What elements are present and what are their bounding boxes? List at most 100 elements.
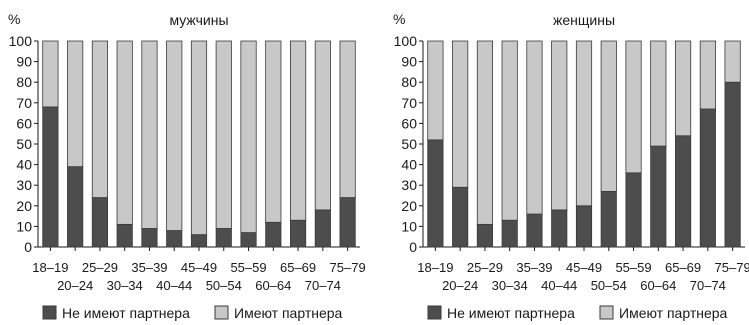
y-tick-label: 30 — [16, 177, 32, 193]
x-tick-label: 50–54 — [591, 278, 627, 293]
bar-has-partner — [190, 40, 208, 236]
bar-has-partner — [289, 40, 307, 221]
x-tick-label: 60–64 — [255, 278, 291, 293]
bar-has-partner — [166, 40, 183, 231]
bar-no-partner — [427, 139, 444, 248]
bar-no-partner — [526, 213, 543, 248]
bar-has-partner — [650, 40, 667, 147]
x-tick-label: 18–19 — [32, 260, 68, 275]
x-tick-label: 30–34 — [107, 278, 143, 293]
bar-no-partner — [724, 81, 741, 248]
bar-has-partner — [575, 40, 593, 207]
bar-no-partner — [501, 219, 518, 248]
x-tick-label: 40–44 — [541, 278, 577, 293]
y-axis-label: % — [8, 11, 20, 27]
y-tick-label: 50 — [401, 136, 417, 152]
x-tick-label: 25–29 — [467, 260, 503, 275]
bar-no-partner — [116, 223, 133, 248]
bar-has-partner — [265, 40, 282, 223]
chart-title: женщины — [553, 12, 615, 28]
bar-no-partner — [240, 232, 257, 248]
y-tick-label: 80 — [401, 74, 417, 90]
x-tick-label: 40–44 — [156, 278, 192, 293]
bar-no-partner — [314, 209, 331, 248]
bar-has-partner — [67, 40, 84, 168]
y-tick-label: 20 — [16, 198, 32, 214]
y-tick-label: 0 — [24, 239, 32, 255]
bar-has-partner — [91, 40, 109, 198]
legend-swatch — [42, 305, 57, 320]
legend-label: Не имеют партнера — [447, 305, 575, 321]
bar-has-partner — [724, 40, 741, 83]
x-tick-label: 55–59 — [230, 260, 266, 275]
x-tick-label: 70–74 — [690, 278, 726, 293]
bar-no-partner — [625, 172, 642, 248]
bar-has-partner — [551, 40, 568, 211]
x-tick-label: 35–39 — [516, 260, 552, 275]
legend-label: Имеют партнера — [619, 305, 728, 321]
legend: Не имеют партнера Имеют партнера — [427, 305, 728, 321]
y-tick-label: 40 — [16, 157, 32, 173]
bar-no-partner — [67, 166, 84, 248]
bar-has-partner — [625, 40, 642, 174]
x-tick-label: 35–39 — [131, 260, 167, 275]
bar-has-partner — [141, 40, 158, 229]
y-tick-label: 60 — [401, 115, 417, 131]
chart-panel-1: % мужчины 0 10 20 30 40 50 60 70 80 90 100 18–19 20–24… — [8, 11, 366, 321]
x-tick-label: 20–24 — [442, 278, 478, 293]
bar-no-partner — [289, 219, 307, 248]
bar-has-partner — [240, 40, 257, 233]
bar-no-partner — [452, 186, 469, 248]
bar-no-partner — [265, 221, 282, 248]
bar-no-partner — [141, 228, 158, 248]
y-tick-label: 20 — [401, 198, 417, 214]
chart-panel-2: % женщины 0 10 20 30 40 50 60 70 80 90 100 18–19 20–24… — [393, 11, 749, 321]
x-tick-label: 70–74 — [305, 278, 341, 293]
x-tick-label: 45–49 — [181, 260, 217, 275]
x-tick-label: 75–79 — [330, 260, 366, 275]
bar-no-partner — [215, 228, 232, 248]
bar-has-partner — [42, 40, 59, 108]
bar-no-partner — [575, 205, 593, 248]
y-tick-label: 40 — [401, 157, 417, 173]
bar-no-partner — [699, 108, 716, 248]
x-tick-label: 65–69 — [280, 260, 316, 275]
x-tick-label: 25–29 — [82, 260, 118, 275]
y-axis-label: % — [393, 11, 405, 27]
bar-no-partner — [600, 190, 617, 248]
bar-has-partner — [699, 40, 716, 110]
legend-label: Не имеют партнера — [62, 305, 190, 321]
bar-has-partner — [339, 40, 356, 198]
legend: Не имеют партнера Имеют партнера — [42, 305, 343, 321]
bar-has-partner — [427, 40, 444, 141]
y-tick-label: 50 — [16, 136, 32, 152]
bar-has-partner — [452, 40, 469, 188]
y-tick-label: 90 — [401, 54, 417, 70]
x-tick-label: 18–19 — [417, 260, 453, 275]
bar-has-partner — [215, 40, 232, 229]
bar-no-partner — [166, 230, 183, 248]
x-tick-label: 60–64 — [640, 278, 676, 293]
bar-no-partner — [91, 197, 109, 248]
bar-no-partner — [190, 234, 208, 248]
y-tick-label: 90 — [16, 54, 32, 70]
y-tick-label: 70 — [401, 95, 417, 111]
x-tick-label: 45–49 — [566, 260, 602, 275]
bar-no-partner — [42, 106, 59, 248]
bar-has-partner — [116, 40, 133, 225]
x-tick-label: 30–34 — [492, 278, 528, 293]
bar-has-partner — [314, 40, 331, 211]
y-tick-label: 100 — [9, 33, 33, 49]
y-tick-label: 100 — [394, 33, 418, 49]
x-tick-label: 75–79 — [715, 260, 749, 275]
bar-no-partner — [339, 197, 356, 248]
x-tick-label: 65–69 — [665, 260, 701, 275]
x-tick-label: 55–59 — [615, 260, 651, 275]
bar-no-partner — [551, 209, 568, 248]
bar-no-partner — [674, 135, 692, 248]
y-tick-label: 10 — [16, 218, 32, 234]
y-tick-label: 60 — [16, 115, 32, 131]
bar-has-partner — [476, 40, 494, 225]
x-tick-label: 50–54 — [206, 278, 242, 293]
